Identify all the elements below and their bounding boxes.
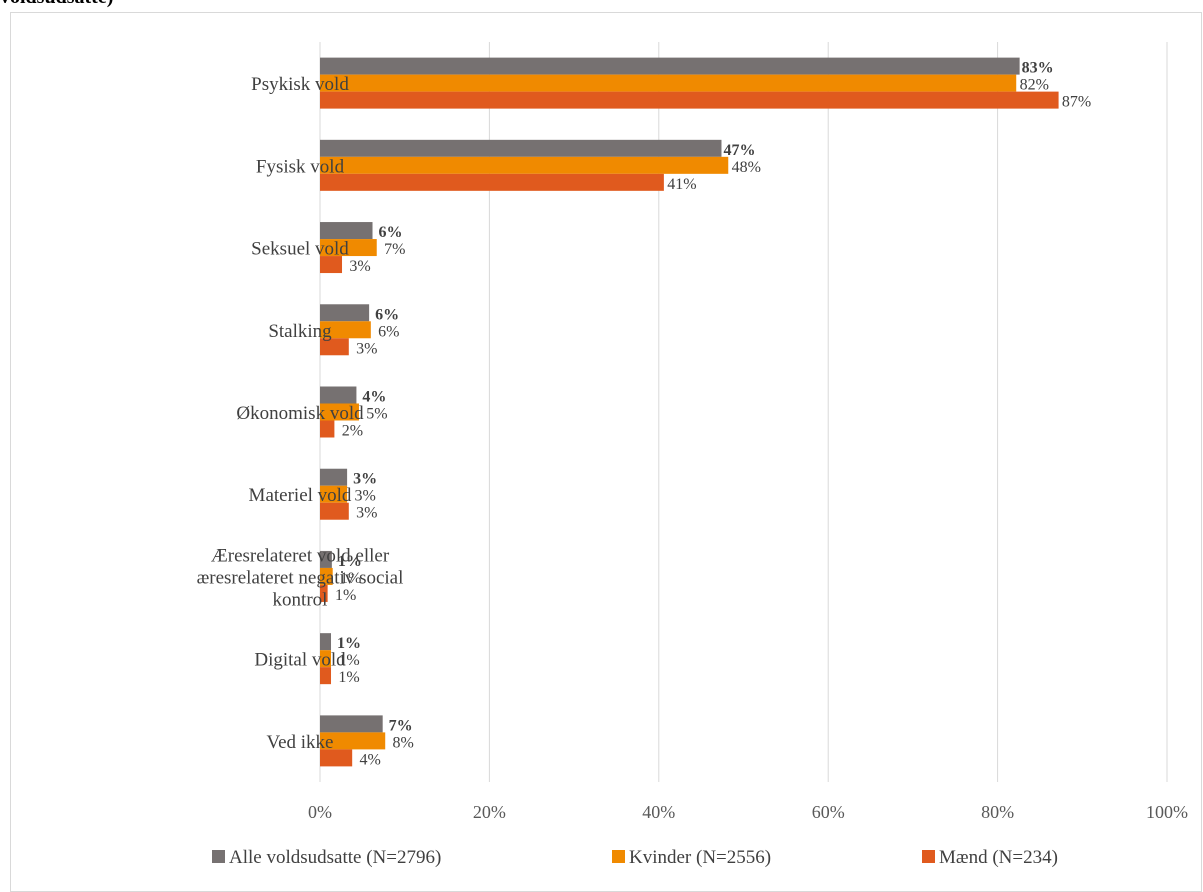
- bar: [320, 222, 373, 240]
- data-label: 6%: [375, 306, 399, 323]
- data-label: 1%: [338, 652, 359, 669]
- data-label: 3%: [353, 471, 377, 488]
- bar: [320, 485, 348, 503]
- bar: [320, 650, 332, 668]
- legend-swatch: [922, 850, 935, 863]
- bar: [320, 57, 1020, 75]
- category-label: Stalking: [268, 321, 332, 342]
- data-label: 1%: [337, 635, 361, 652]
- data-label: 7%: [384, 241, 405, 258]
- data-label: 3%: [356, 340, 377, 357]
- x-tick-label: 40%: [642, 802, 675, 822]
- category-label: Æresrelateret vold eller: [211, 545, 390, 566]
- bar: [320, 667, 332, 685]
- category-label: Digital vold: [254, 650, 346, 671]
- data-label: 47%: [723, 142, 755, 159]
- data-label: 1%: [338, 669, 359, 686]
- bar: [320, 420, 335, 438]
- x-tick-label: 0%: [308, 802, 332, 822]
- bar: [320, 173, 664, 191]
- data-label: 5%: [366, 406, 387, 423]
- category-label: Økonomisk vold: [236, 403, 364, 424]
- bar: [320, 304, 370, 322]
- data-label: 1%: [338, 553, 362, 570]
- data-label: 83%: [1022, 60, 1054, 77]
- data-label: 1%: [335, 587, 356, 604]
- category-label: Psykisk vold: [251, 74, 349, 95]
- data-label: 4%: [360, 751, 381, 768]
- data-label: 2%: [342, 423, 363, 440]
- x-tick-label: 100%: [1146, 802, 1188, 822]
- bar: [320, 386, 357, 404]
- bar: [320, 74, 1017, 92]
- x-tick-label: 20%: [473, 802, 506, 822]
- bar: [320, 584, 328, 602]
- bar: [320, 732, 386, 750]
- bar: [320, 256, 343, 274]
- legend-label: Alle voldsudsatte (N=2796): [229, 847, 441, 868]
- data-label: 6%: [378, 323, 399, 340]
- bar: [320, 567, 333, 585]
- data-label: 1%: [340, 570, 361, 587]
- bar: [320, 468, 348, 486]
- bar: [320, 321, 371, 339]
- data-label: 82%: [1020, 77, 1049, 94]
- category-label: Seksuel vold: [251, 239, 349, 260]
- category-label: Fysisk vold: [256, 156, 345, 177]
- data-label: 6%: [379, 224, 403, 241]
- category-label: Ved ikke: [266, 732, 333, 753]
- bar: [320, 502, 349, 520]
- x-tick-label: 60%: [812, 802, 845, 822]
- bar: [320, 403, 359, 421]
- bar: [320, 338, 349, 356]
- data-label: 3%: [349, 258, 370, 275]
- category-label: Materiel vold: [249, 485, 352, 506]
- category-label: æresrelateret negativ social: [197, 567, 404, 588]
- bar: [320, 633, 332, 651]
- data-label: 4%: [362, 389, 386, 406]
- bar: [320, 715, 383, 733]
- data-label: 3%: [356, 505, 377, 522]
- legend-swatch: [212, 850, 225, 863]
- bar: [320, 91, 1059, 109]
- data-label: 7%: [389, 717, 413, 734]
- data-label: 87%: [1062, 94, 1091, 111]
- legend-label: Mænd (N=234): [939, 847, 1058, 868]
- data-label: 48%: [732, 159, 761, 176]
- bar: [320, 239, 377, 257]
- bar: [320, 139, 722, 157]
- bar: [320, 156, 729, 174]
- bar: [320, 550, 332, 568]
- data-label: 41%: [667, 176, 696, 193]
- chart-title: voldsudsatte): [0, 0, 600, 26]
- legend-swatch: [612, 850, 625, 863]
- category-label: kontrol: [273, 589, 328, 610]
- legend-label: Kvinder (N=2556): [629, 847, 771, 868]
- bar: [320, 749, 353, 767]
- x-tick-label: 80%: [981, 802, 1014, 822]
- data-label: 3%: [354, 488, 375, 505]
- data-label: 8%: [393, 734, 414, 751]
